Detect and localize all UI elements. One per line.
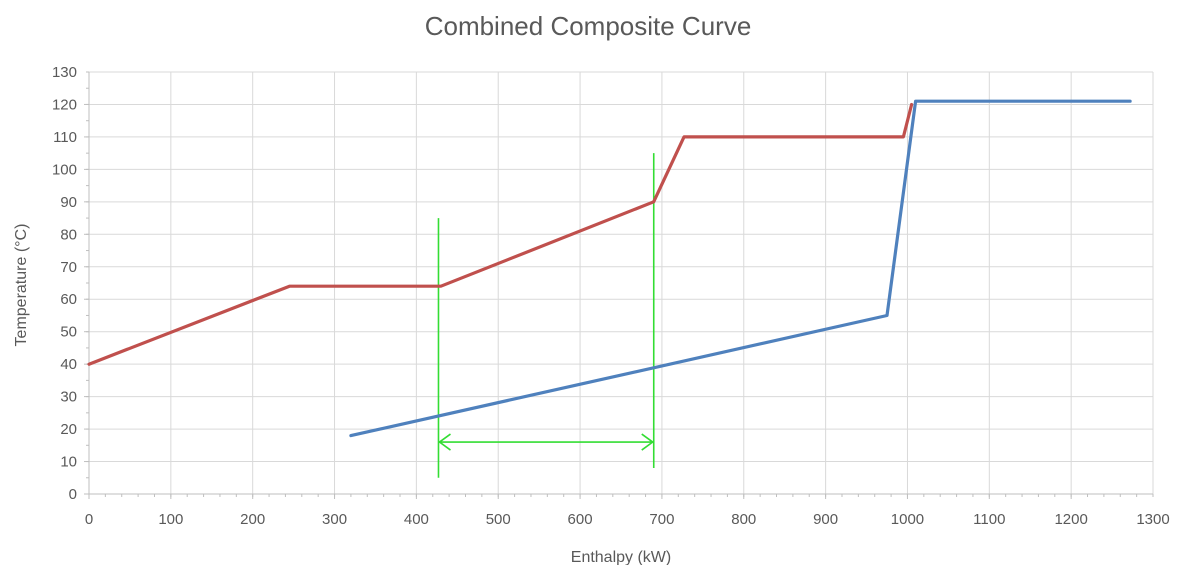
y-tick-label: 110 — [53, 129, 77, 146]
tick-labels: 0 100 200 300 400 500 600 700 800 900 1000 1100 1200… — [52, 64, 1170, 528]
x-axis-label: Enthalpy (kW) — [571, 549, 671, 565]
annotation-group — [437, 153, 655, 478]
y-tick-label: 20 — [60, 421, 77, 438]
x-tick-label: 1000 — [891, 511, 924, 528]
x-tick-label: 0 — [85, 511, 93, 528]
y-tick-label: 60 — [60, 291, 77, 308]
series-group — [87, 99, 1132, 438]
y-tick-label: 90 — [60, 194, 77, 211]
chart-title: Combined Composite Curve — [425, 11, 752, 41]
y-tick-label: 70 — [60, 259, 77, 276]
x-tick-label: 600 — [568, 511, 593, 528]
y-axis-label: Temperature (°C) — [13, 224, 30, 347]
x-tick-label: 200 — [240, 511, 265, 528]
x-tick-label: 900 — [813, 511, 838, 528]
y-tick-label: 120 — [52, 96, 77, 113]
x-tick-label: 500 — [486, 511, 511, 528]
y-tick-label: 30 — [60, 389, 77, 406]
x-tick-label: 1100 — [973, 511, 1005, 528]
y-tick-label: 0 — [69, 486, 77, 503]
x-tick-label: 800 — [731, 511, 756, 528]
x-tick-label: 700 — [649, 511, 674, 528]
plot-axes — [84, 71, 1154, 499]
x-tick-label: 400 — [404, 511, 429, 528]
x-tick-label: 300 — [322, 511, 347, 528]
plot-grid — [89, 71, 1154, 494]
arrowhead-right — [641, 433, 655, 451]
y-tick-label: 80 — [60, 226, 77, 243]
hot-composite-curve — [87, 102, 914, 366]
x-tick-label: 1200 — [1054, 511, 1087, 528]
y-tick-label: 100 — [52, 161, 77, 178]
y-tick-label: 40 — [60, 356, 77, 373]
y-tick-label: 10 — [60, 454, 77, 471]
y-tick-label: 130 — [52, 64, 77, 81]
x-tick-label: 100 — [158, 511, 183, 528]
y-tick-label: 50 — [60, 324, 77, 341]
arrowhead-left — [438, 433, 451, 451]
x-tick-label: 1300 — [1136, 511, 1169, 528]
cold-composite-curve — [349, 99, 1132, 438]
